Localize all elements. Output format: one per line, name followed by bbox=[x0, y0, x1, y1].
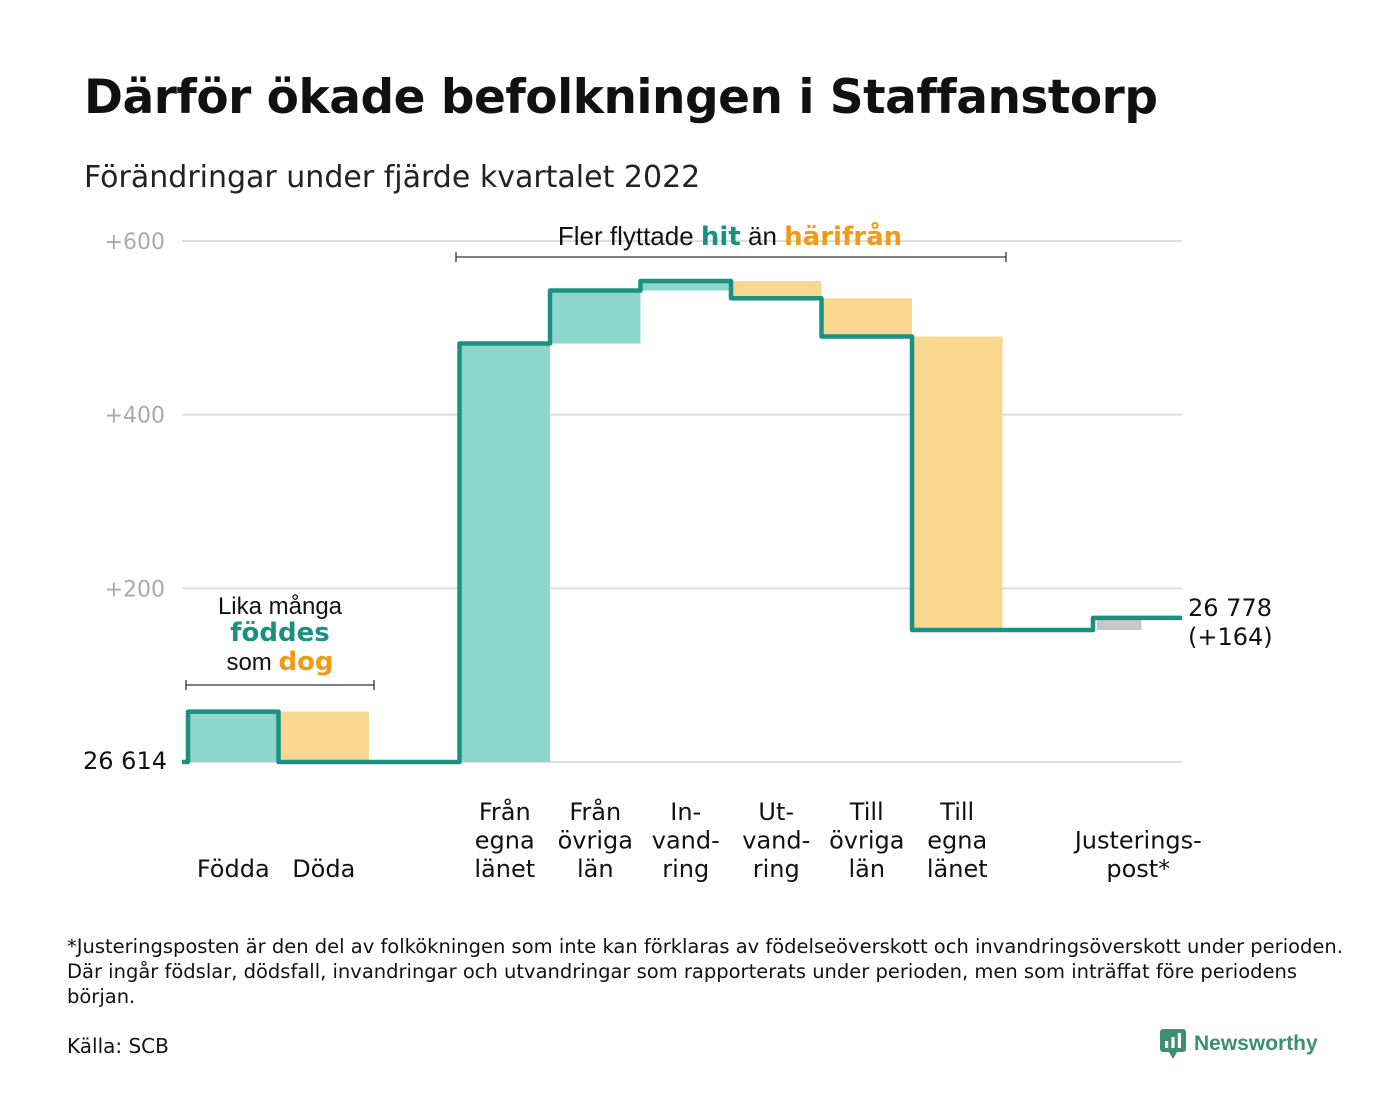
source-label: Källa: SCB bbox=[67, 1034, 169, 1058]
category-label: post* bbox=[1106, 855, 1170, 883]
category-label: egna bbox=[927, 827, 987, 855]
newsworthy-logo-icon bbox=[1160, 1029, 1186, 1059]
footnote: *Justeringsposten är den del av folkökni… bbox=[67, 935, 1343, 1008]
migration-annotation-middle: än bbox=[741, 221, 784, 251]
category-label: länet bbox=[927, 855, 988, 883]
bar-justeringspost bbox=[1097, 617, 1142, 631]
migration-annotation-bracket bbox=[455, 252, 1007, 262]
bar-invandring bbox=[640, 280, 731, 291]
category-label: vand- bbox=[652, 827, 720, 855]
bar-frånövrigalän bbox=[550, 290, 641, 344]
migration-annotation-hit: hit bbox=[701, 222, 741, 252]
bar-döda bbox=[278, 711, 369, 762]
bar-frånegnalänet bbox=[459, 343, 550, 762]
y-tick-label: +400 bbox=[105, 404, 165, 429]
chart-title: Därför ökade befolkningen i Staffanstorp bbox=[84, 70, 1158, 125]
bar-tillegnalänet bbox=[912, 336, 1003, 631]
category-label: länet bbox=[474, 855, 535, 883]
migration-annotation-text: Fler flyttade hit än härifrån bbox=[558, 220, 902, 252]
category-label: Från bbox=[479, 797, 531, 826]
bar-utvandring bbox=[731, 280, 822, 299]
start-value-label: 26 614 bbox=[83, 747, 167, 775]
category-label: Födda bbox=[197, 855, 270, 883]
category-label: ring bbox=[753, 855, 800, 883]
birth-annotation-line1: Lika många bbox=[218, 593, 343, 620]
brand: Newsworthy bbox=[1160, 1029, 1318, 1059]
category-label: In- bbox=[670, 798, 701, 826]
category-label: Justerings- bbox=[1073, 827, 1202, 855]
end-value-label: 26 778 bbox=[1188, 594, 1272, 622]
birth-annotation-prefix: som bbox=[226, 649, 278, 676]
category-label: Döda bbox=[292, 855, 355, 883]
category-label: Ut- bbox=[758, 798, 794, 826]
category-label: övriga bbox=[829, 827, 904, 855]
category-label: län bbox=[848, 855, 885, 883]
category-label: Från bbox=[569, 797, 621, 826]
brand-name: Newsworthy bbox=[1194, 1032, 1318, 1055]
category-label: län bbox=[577, 855, 614, 883]
category-label: övriga bbox=[558, 827, 633, 855]
cumulative-step-line bbox=[182, 278, 1182, 765]
chart-subtitle: Förändringar under fjärde kvartalet 2022 bbox=[84, 160, 701, 195]
end-change-label: (+164) bbox=[1188, 623, 1273, 651]
birth-annotation-highlight: dog bbox=[278, 647, 333, 677]
birth-annotation-line2: föddes bbox=[230, 618, 330, 648]
y-tick-label: +600 bbox=[105, 230, 165, 255]
migration-annotation-prefix: Fler flyttade bbox=[558, 221, 701, 251]
migration-annotation-harifran: härifrån bbox=[784, 220, 902, 252]
category-label: egna bbox=[475, 827, 535, 855]
category-label: Till bbox=[849, 798, 884, 826]
bar-födda bbox=[188, 711, 279, 762]
birth-annotation-bracket bbox=[185, 680, 375, 690]
category-label: Till bbox=[939, 798, 974, 826]
category-label: vand- bbox=[742, 827, 810, 855]
birth-annotation-line3: som dog bbox=[226, 647, 333, 677]
bar-tillövrigalän bbox=[821, 298, 912, 337]
category-label: ring bbox=[662, 855, 709, 883]
migration-annotation: Fler flyttade hit än härifrån bbox=[455, 220, 1007, 262]
birth-annotation: Lika många föddes som dog bbox=[185, 593, 375, 690]
y-tick-label: +200 bbox=[105, 577, 165, 602]
